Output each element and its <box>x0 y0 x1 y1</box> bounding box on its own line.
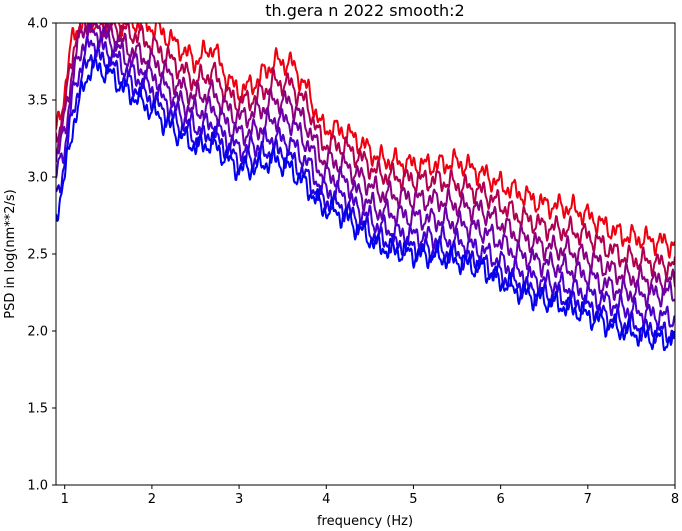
plot-frame <box>55 22 676 486</box>
series-line-3 <box>56 23 675 296</box>
y-tick-label: 3.5 <box>27 94 48 109</box>
y-tick-label: 3.0 <box>27 171 48 186</box>
y-tick-label: 2.5 <box>27 248 48 263</box>
series-line-7 <box>56 57 675 352</box>
x-tick-label: 7 <box>584 492 592 507</box>
y-tick-label: 4.0 <box>27 17 48 32</box>
x-tick-label: 2 <box>148 492 156 507</box>
x-tick-label: 6 <box>496 492 504 507</box>
x-tick-label: 4 <box>322 492 330 507</box>
series-line-5 <box>56 35 675 330</box>
y-tick-label: 1.0 <box>27 479 48 494</box>
x-tick-label: 8 <box>671 492 679 507</box>
y-axis: 1.0 1.5 2.0 2.5 3.0 3.5 4.0 <box>27 17 56 494</box>
series-line-1 <box>56 23 675 259</box>
x-tick-label: 3 <box>235 492 243 507</box>
x-axis: 1 2 3 4 5 6 7 8 <box>61 485 679 507</box>
x-tick-label: 1 <box>61 492 69 507</box>
series-layer <box>56 23 675 352</box>
x-axis-label: frequency (Hz) <box>317 514 413 529</box>
y-axis-label: PSD in log(nm**2/s) <box>3 189 18 319</box>
x-tick-label: 5 <box>409 492 417 507</box>
y-tick-label: 2.0 <box>27 325 48 340</box>
series-line-2 <box>56 23 675 280</box>
y-tick-label: 1.5 <box>27 402 48 417</box>
chart-title: th.gera n 2022 smooth:2 <box>265 1 464 20</box>
series-line-4 <box>56 23 675 309</box>
